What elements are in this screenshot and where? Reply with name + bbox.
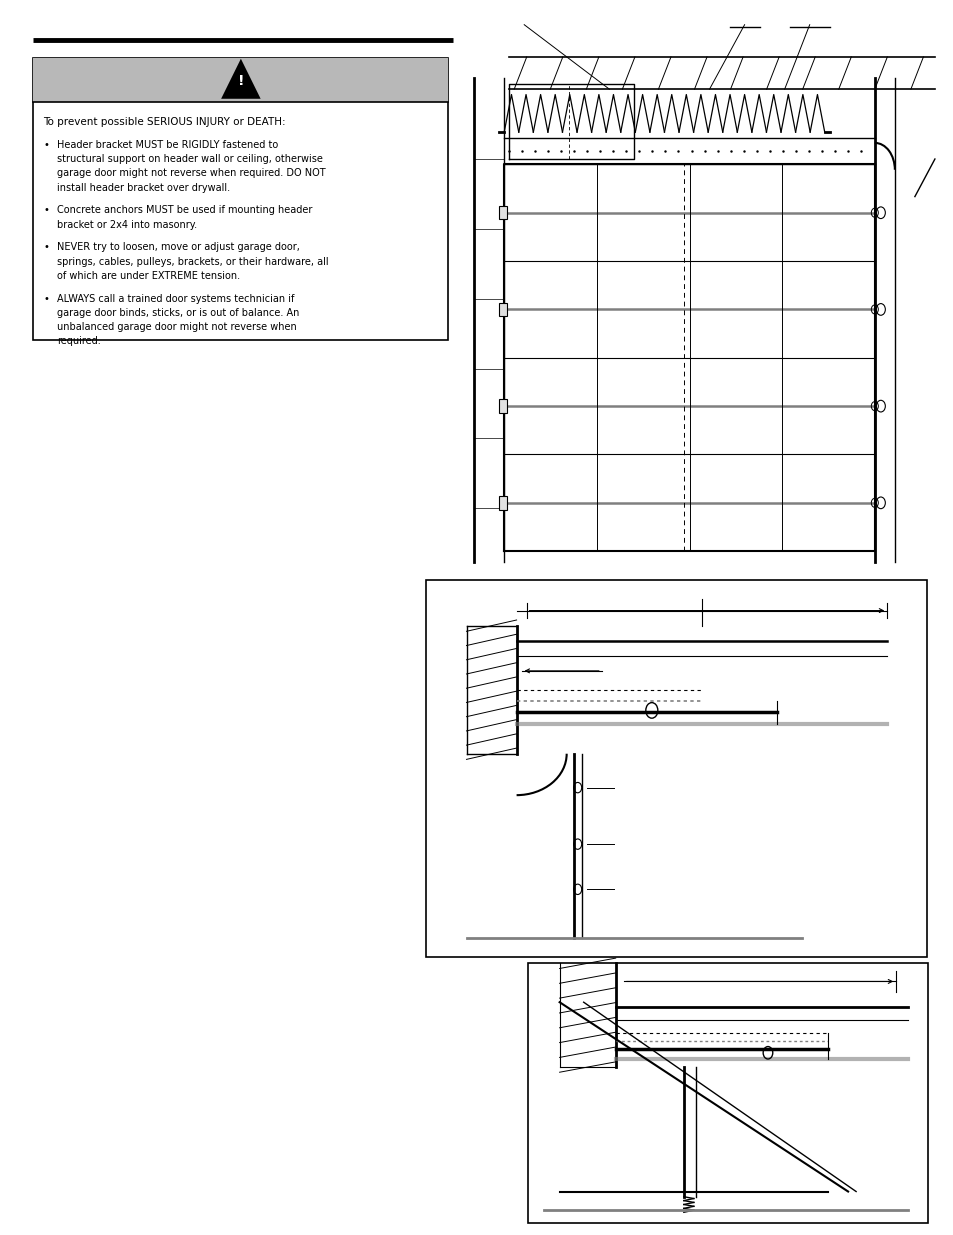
Bar	[498, 496, 507, 510]
Text: !: !	[237, 74, 244, 88]
Text: NEVER try to loosen, move or adjust garage door,: NEVER try to loosen, move or adjust gara…	[57, 242, 300, 252]
Bar	[498, 399, 507, 412]
Text: To prevent possible SERIOUS INJURY or DEATH:: To prevent possible SERIOUS INJURY or DE…	[43, 116, 285, 126]
Bar	[33, 58, 448, 101]
Bar	[498, 206, 507, 220]
Text: of which are under EXTREME tension.: of which are under EXTREME tension.	[57, 270, 240, 280]
Text: Header bracket MUST be RIGIDLY fastened to: Header bracket MUST be RIGIDLY fastened …	[57, 140, 278, 149]
Bar	[33, 58, 448, 340]
Text: garage door might not reverse when required. DO NOT: garage door might not reverse when requi…	[57, 168, 326, 178]
Text: •: •	[44, 140, 50, 149]
Text: garage door binds, sticks, or is out of balance. An: garage door binds, sticks, or is out of …	[57, 308, 299, 317]
Text: •: •	[44, 294, 50, 304]
Text: •: •	[44, 205, 50, 215]
Bar	[527, 963, 927, 1223]
Text: install header bracket over drywall.: install header bracket over drywall.	[57, 183, 230, 193]
Polygon shape	[221, 59, 260, 99]
Bar	[426, 580, 926, 957]
Text: unbalanced garage door might not reverse when: unbalanced garage door might not reverse…	[57, 322, 296, 332]
Text: bracket or 2x4 into masonry.: bracket or 2x4 into masonry.	[57, 220, 197, 230]
Bar	[498, 303, 507, 316]
Text: structural support on header wall or ceiling, otherwise: structural support on header wall or cei…	[57, 154, 323, 164]
Text: ALWAYS call a trained door systems technician if: ALWAYS call a trained door systems techn…	[57, 294, 294, 304]
Text: springs, cables, pulleys, brackets, or their hardware, all: springs, cables, pulleys, brackets, or t…	[57, 257, 329, 267]
Text: Concrete anchors MUST be used if mounting header: Concrete anchors MUST be used if mountin…	[57, 205, 313, 215]
Text: required.: required.	[57, 336, 101, 346]
Text: •: •	[44, 242, 50, 252]
